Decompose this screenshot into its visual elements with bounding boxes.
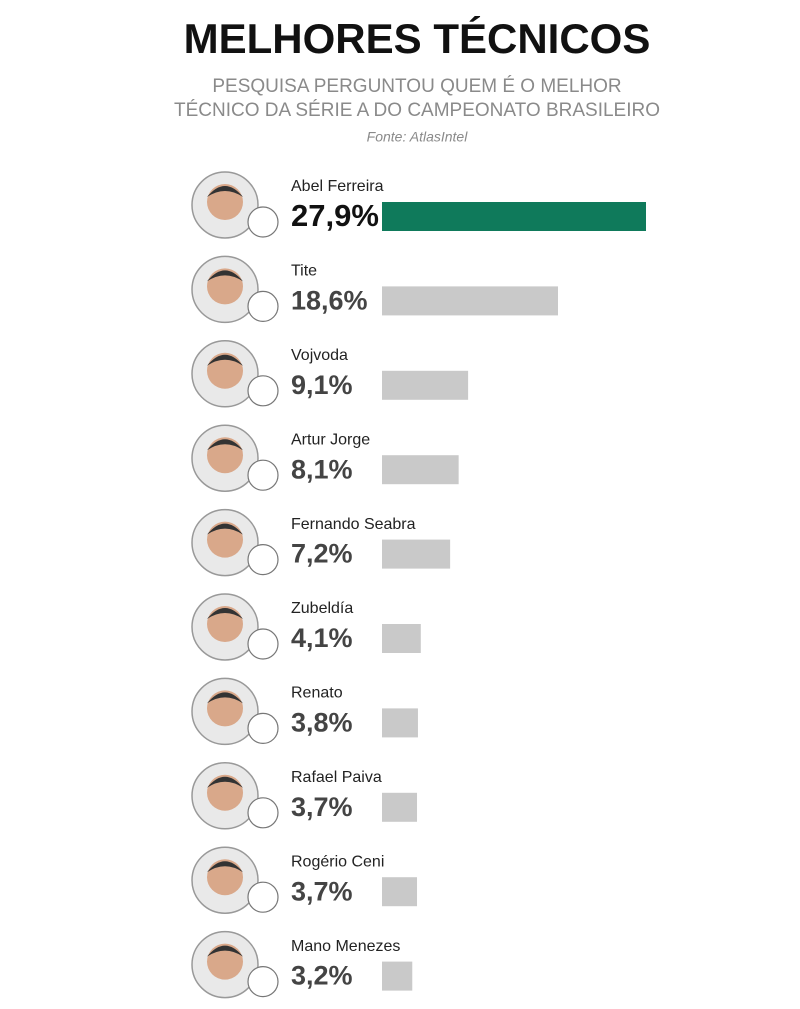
chart-title: MELHORES TÉCNICOS (184, 15, 651, 62)
coach-name: Renato (291, 685, 343, 702)
club-badge (247, 628, 279, 660)
avatar-face (207, 606, 243, 642)
avatar-face (207, 437, 243, 474)
value-label: 3,8% (291, 708, 353, 738)
coach-name: Fernando Seabra (291, 516, 416, 533)
subtitle: TÉCNICO DA SÉRIE A DO CAMPEONATO BRASILE… (174, 100, 660, 121)
bar (382, 202, 646, 231)
avatar-hair (207, 523, 243, 535)
value-label: 7,2% (291, 539, 353, 569)
club-badge (247, 459, 279, 491)
value-label: 4,1% (291, 623, 353, 653)
coach-name: Artur Jorge (291, 431, 370, 448)
club-badge (247, 712, 279, 745)
club-badge (247, 965, 279, 998)
value-label: 9,1% (291, 370, 353, 400)
avatar-hair (207, 439, 243, 451)
avatar-face (207, 352, 243, 389)
bar (382, 877, 418, 907)
bar (382, 286, 558, 316)
value-label: 3,2% (291, 961, 353, 991)
value-label: 3,7% (291, 876, 353, 906)
coach-name: Zubeldía (291, 600, 353, 617)
coach-name: Rafael Paiva (291, 769, 382, 786)
avatar-face (207, 690, 243, 727)
avatar-face (207, 268, 243, 305)
bar (382, 455, 459, 485)
coach-name: Mano Menezes (291, 938, 400, 955)
coach-name: Tite (291, 263, 317, 280)
avatar-hair (207, 861, 243, 873)
club-badge (247, 206, 279, 238)
value-label: 18,6% (291, 286, 368, 316)
avatar-face (207, 859, 243, 896)
bar (382, 539, 451, 569)
club-badge (247, 881, 279, 913)
coach-name: Vojvoda (291, 347, 348, 364)
club-badge (247, 797, 279, 829)
bar (382, 792, 418, 822)
avatar-face (207, 184, 243, 220)
value-label: 27,9% (291, 198, 379, 233)
value-label: 8,1% (291, 454, 353, 484)
subtitle: PESQUISA PERGUNTOU QUEM É O MELHOR (212, 76, 621, 97)
avatar-hair (207, 692, 243, 704)
coach-name: Rogério Ceni (291, 853, 384, 870)
avatar-hair (207, 945, 243, 957)
bar (382, 708, 418, 738)
avatar-hair (207, 186, 243, 197)
avatar-face (207, 774, 243, 811)
bar (382, 961, 413, 991)
bar (382, 370, 469, 400)
avatar-face (207, 943, 243, 980)
club-badge (247, 375, 279, 407)
avatar-hair (207, 270, 243, 282)
club-badge (247, 290, 279, 322)
source: Fonte: AtlasIntel (367, 129, 469, 145)
avatar-hair (207, 776, 243, 788)
bar (382, 624, 421, 653)
value-label: 3,7% (291, 792, 353, 822)
avatar-hair (207, 354, 243, 366)
club-badge (247, 543, 279, 576)
coach-name: Abel Ferreira (291, 178, 384, 195)
avatar-face (207, 521, 243, 558)
avatar-hair (207, 608, 243, 619)
